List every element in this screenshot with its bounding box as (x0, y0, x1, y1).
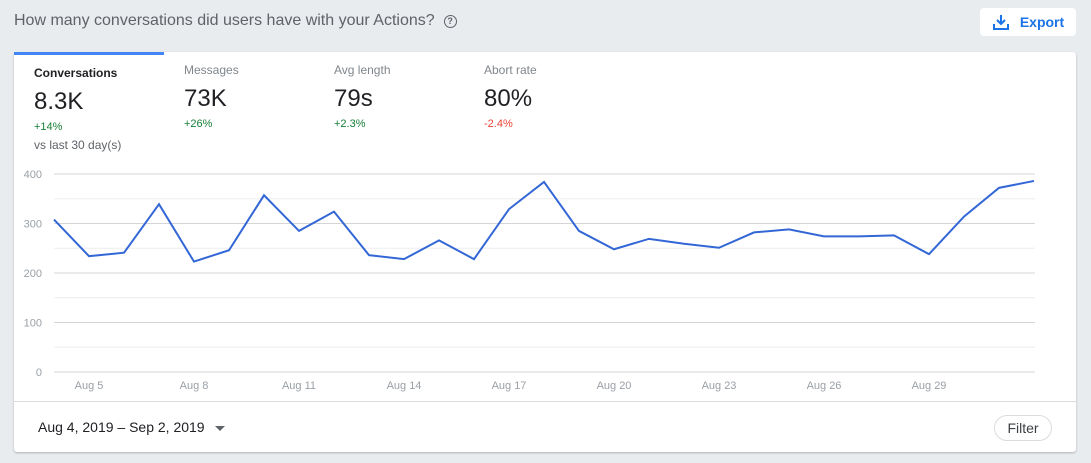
x-tick-label: Aug 8 (180, 380, 209, 392)
export-label: Export (1019, 14, 1065, 30)
y-tick-label: 0 (36, 367, 42, 379)
x-tick-label: Aug 20 (597, 380, 632, 392)
card-footer: Aug 4, 2019 – Sep 2, 2019 Filter (14, 401, 1076, 453)
x-tick-label: Aug 29 (912, 380, 947, 392)
x-tick-label: Aug 11 (282, 380, 316, 392)
x-tick-label: Aug 5 (75, 380, 104, 392)
download-icon (992, 15, 1009, 30)
y-tick-label: 400 (24, 169, 42, 181)
tab-label: Conversations (34, 66, 118, 80)
tab-label: Abort rate (484, 63, 537, 77)
y-tick-label: 100 (24, 318, 42, 330)
tab-change: +2.3% (334, 118, 366, 130)
tab-change: +26% (184, 118, 213, 130)
tab-value: 73K (184, 85, 227, 112)
tab-change: -2.4% (484, 118, 513, 130)
page-title: How many conversations did users have wi… (14, 12, 457, 30)
tab-abort-rate[interactable]: Abort rate 80% -2.4% (464, 52, 614, 152)
tab-label: Messages (184, 63, 239, 77)
tab-conversations[interactable]: Conversations 8.3K +14% vs last 30 day(s… (14, 52, 164, 155)
series-line (53, 179, 1035, 263)
line-chart: 0 100 200 300 400 Aug 5 Aug 8 Aug 11 Aug 14 Aug 1… (24, 169, 1035, 392)
y-tick-label: 300 (24, 219, 42, 231)
conversations-card: Conversations 8.3K +14% vs last 30 day(s… (14, 52, 1076, 452)
tab-value: 79s (334, 85, 373, 112)
tab-label: Avg length (334, 63, 391, 77)
date-range-label: Aug 4, 2019 – Sep 2, 2019 (38, 419, 205, 435)
comparison-text: vs last 30 day(s) (34, 138, 122, 152)
x-tick-label: Aug 14 (387, 380, 422, 392)
filter-button[interactable]: Filter (994, 415, 1052, 441)
tab-change: +14% (34, 121, 63, 133)
caret-down-icon (214, 425, 225, 431)
tab-messages[interactable]: Messages 73K +26% (164, 52, 314, 152)
y-tick-label: 200 (24, 268, 42, 280)
date-range-selector[interactable]: Aug 4, 2019 – Sep 2, 2019 (38, 419, 225, 435)
export-button[interactable]: Export (980, 8, 1076, 36)
tab-value: 8.3K (34, 88, 84, 115)
help-circle-icon[interactable]: ? (443, 14, 457, 28)
tab-avg-length[interactable]: Avg length 79s +2.3% (314, 52, 464, 152)
x-tick-label: Aug 17 (492, 380, 527, 392)
tab-value: 80% (484, 85, 533, 112)
x-tick-label: Aug 23 (702, 380, 737, 392)
x-tick-label: Aug 26 (807, 380, 842, 392)
title-text: How many conversations did users have wi… (14, 12, 435, 29)
